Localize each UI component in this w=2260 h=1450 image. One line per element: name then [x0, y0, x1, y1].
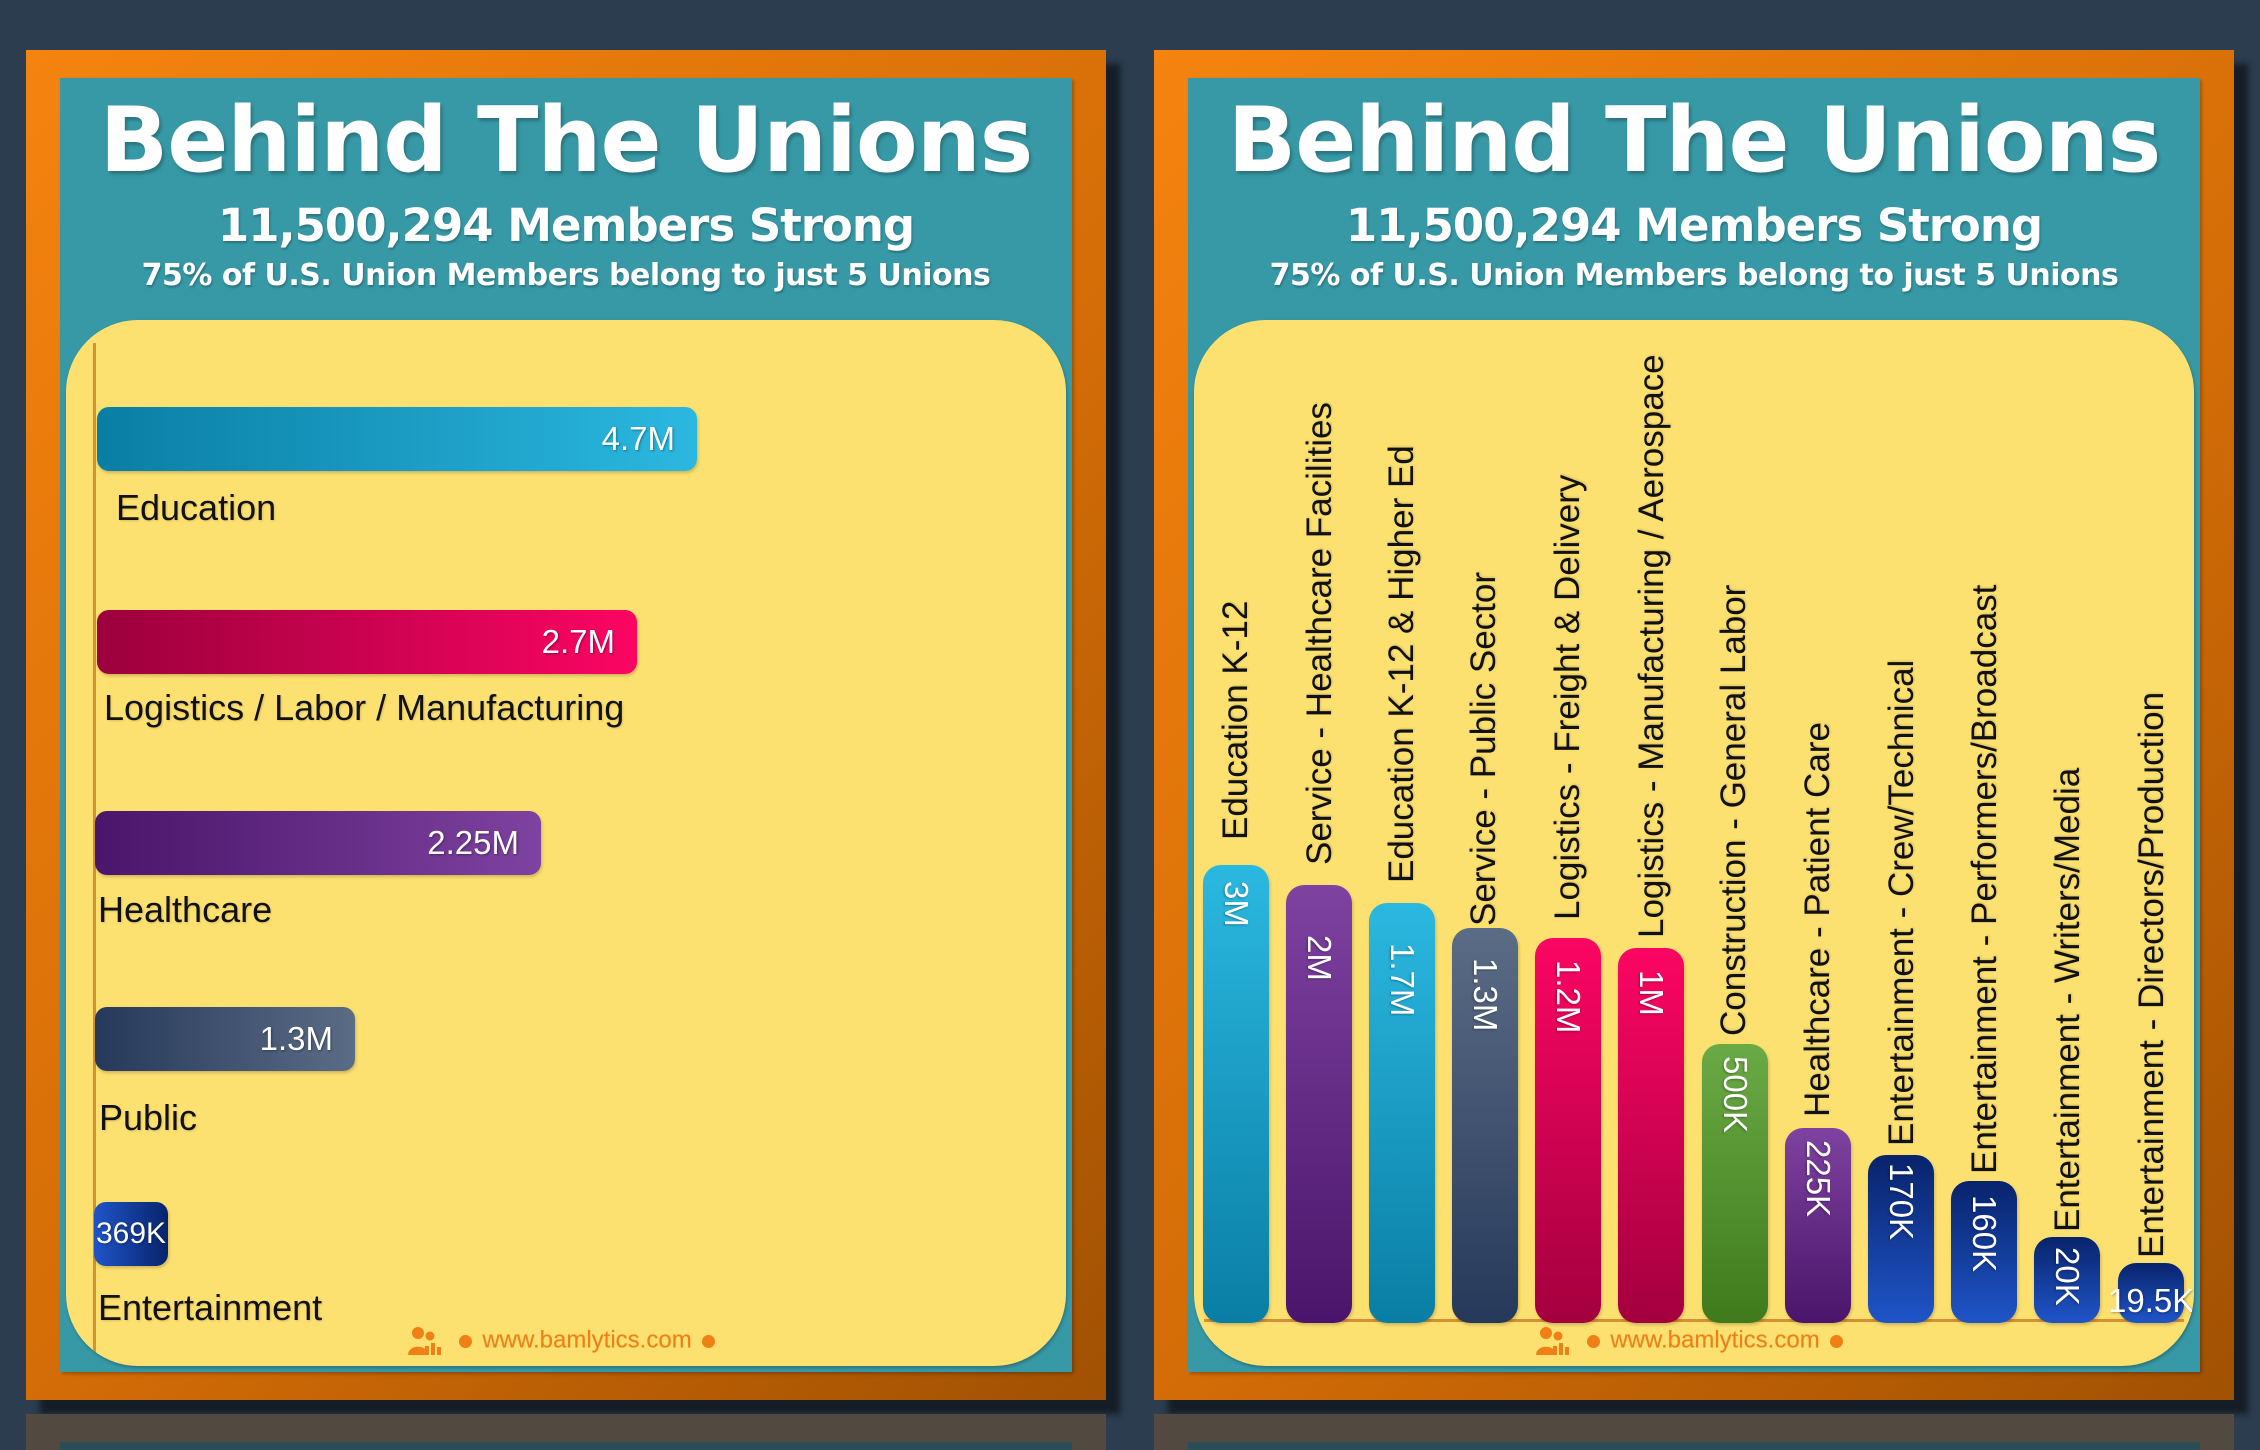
bar-education: 4.7M [97, 407, 697, 471]
next-slide-preview [26, 1414, 1106, 1450]
dot-icon [459, 1334, 473, 1348]
bar-label: Logistics / Labor / Manufacturing [104, 687, 625, 728]
panel-header-area: Behind The Unions 11,500,294 Members Str… [1188, 78, 2200, 1372]
bar-value: 170K [1883, 1163, 1920, 1241]
bar-entertainment-writers: 20K [2034, 1237, 2100, 1323]
bamlytics-logo-icon [1535, 1326, 1570, 1356]
bar-logistics-freight: 1.2M [1535, 938, 1601, 1323]
bar-value: 160K [1966, 1195, 2003, 1273]
next-slide-inner [60, 1442, 1072, 1450]
next-slide-inner [1188, 1442, 2200, 1450]
bar-label: Entertainment - Writers/Media [2048, 767, 2087, 1232]
bar-healthcare-patient: 225K [1785, 1128, 1851, 1323]
bar-label: Entertainment - Crew/Technical [1882, 659, 1921, 1146]
bar-value: 500K [1717, 1056, 1754, 1134]
bar-label: Entertainment [98, 1287, 323, 1328]
bar-value: 3M [1218, 881, 1255, 927]
bar-label: Service - Healthcare Facilities [1300, 402, 1339, 865]
members-subtitle: 11,500,294 Members Strong [217, 199, 915, 252]
bar-label: Entertainment - Directors/Production [2132, 691, 2171, 1258]
chart-card: 3M Education K-12 2M Service - Healthcar… [1194, 320, 2194, 1366]
bar-education-k12: 3M [1203, 865, 1269, 1323]
bar-label: Education K-12 [1216, 600, 1255, 840]
bar-label: Logistics - Freight & Delivery [1548, 474, 1587, 920]
website-link: www.bamlytics.com [1610, 1327, 1820, 1354]
bar-value: 225K [1800, 1140, 1837, 1218]
bar-construction: 500K [1702, 1044, 1768, 1323]
bar-label: Healthcare - Patient Care [1798, 722, 1837, 1117]
bar-value: 2M [1301, 935, 1338, 981]
watermark: www.bamlytics.com [1194, 1323, 2194, 1358]
bar-logistics: 2.7M [97, 610, 637, 674]
y-axis-line [93, 343, 96, 1353]
page-title: Behind The Unions [1227, 88, 2162, 193]
bar-service-healthcare: 2M [1286, 885, 1352, 1323]
bar-value: 369K [96, 1217, 167, 1250]
bamlytics-logo-icon [407, 1326, 442, 1356]
bar-label: Service - Public Sector [1464, 571, 1503, 926]
bar-public: 1.3M [95, 1007, 355, 1071]
bar-label: Public [99, 1097, 198, 1138]
bar-value: 4.7M [601, 420, 675, 457]
bar-value: 1.7M [1384, 943, 1421, 1017]
bar-value: 1.2M [1550, 960, 1587, 1034]
page-title: Behind The Unions [99, 88, 1034, 193]
bar-value: 20K [2049, 1247, 2086, 1306]
bar-entertainment-crew: 170K [1868, 1155, 1934, 1323]
next-slide-preview [1154, 1414, 2234, 1450]
dot-icon [701, 1334, 715, 1348]
panel-header-area: Behind The Unions 11,500,294 Members Str… [60, 78, 1072, 1372]
website-link: www.bamlytics.com [482, 1327, 692, 1354]
bar-service-public: 1.3M [1452, 928, 1518, 1323]
bar-label: Construction - General Labor [1714, 584, 1753, 1036]
watermark: www.bamlytics.com [66, 1323, 1066, 1358]
bar-value: 2.7M [541, 623, 615, 660]
bar-education-higher-ed: 1.7M [1369, 903, 1435, 1323]
bar-value: 2.25M [427, 824, 519, 861]
infographic-panel-horizontal: Behind The Unions 11,500,294 Members Str… [26, 50, 1106, 1400]
bar-value: 1.3M [1467, 958, 1504, 1032]
bar-entertainment-directors: 19.5K [2108, 1263, 2194, 1323]
bar-label: Entertainment - Performers/Broadcast [1965, 584, 2004, 1174]
bar-value: 1.3M [259, 1020, 333, 1057]
bar-label: Education K-12 & Higher Ed [1382, 445, 1421, 883]
bar-healthcare: 2.25M [95, 811, 541, 875]
bar-label: Healthcare [98, 889, 273, 930]
x-axis-line [1204, 1319, 2184, 1322]
chart-card: 4.7M Education 2.7M Logistics / Labor / … [66, 320, 1066, 1366]
bar-value: 19.5K [2108, 1282, 2194, 1319]
tagline: 75% of U.S. Union Members belong to just… [141, 258, 991, 293]
bar-value: 1M [1633, 970, 1670, 1016]
tagline: 75% of U.S. Union Members belong to just… [1269, 258, 2119, 293]
bar-logistics-manufacturing: 1M [1618, 948, 1684, 1323]
dot-icon [1829, 1334, 1843, 1348]
bar-entertainment: 369K [94, 1202, 168, 1266]
bar-entertainment-performers: 160K [1951, 1181, 2017, 1323]
bar-label: Education [116, 487, 277, 528]
dot-icon [1587, 1334, 1601, 1348]
members-subtitle: 11,500,294 Members Strong [1345, 199, 2043, 252]
infographic-panel-vertical: Behind The Unions 11,500,294 Members Str… [1154, 50, 2234, 1400]
bar-label: Logistics - Manufacturing / Aerospace [1632, 354, 1671, 938]
